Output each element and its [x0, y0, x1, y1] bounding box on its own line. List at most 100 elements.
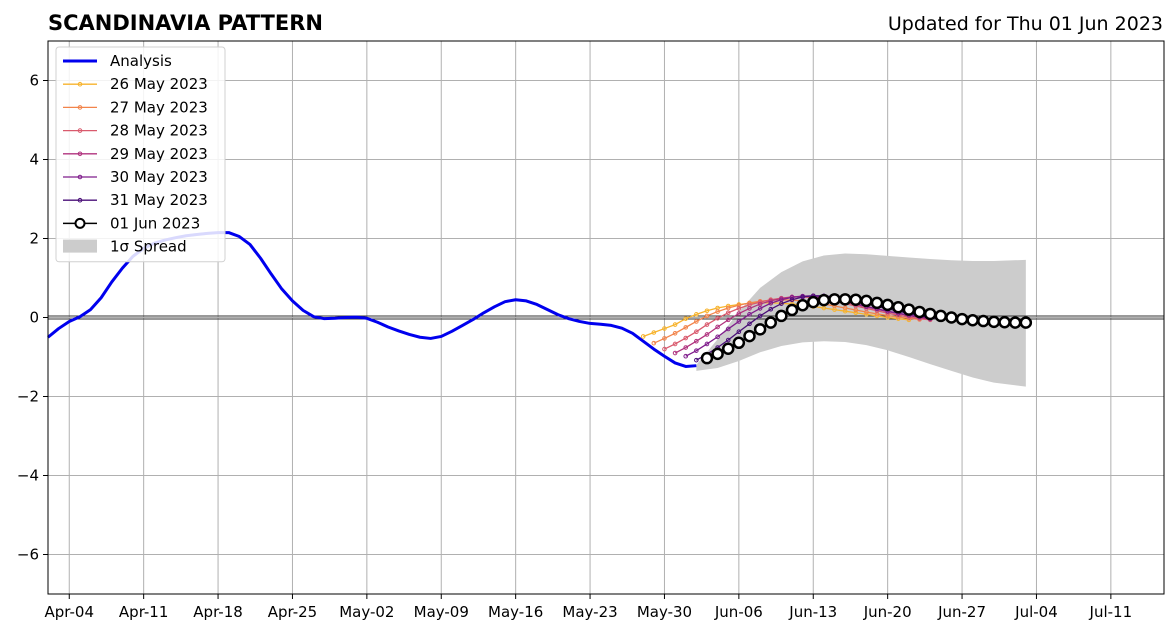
forecast-point	[849, 293, 863, 306]
forecast-point	[828, 293, 841, 306]
legend-label: 28 May 2023	[110, 122, 208, 140]
forecast-point	[743, 329, 756, 343]
forecast-point	[768, 300, 774, 306]
forecast-point	[747, 312, 752, 317]
forecast-point	[715, 324, 720, 330]
forecast-point	[683, 325, 689, 330]
x-axis-ticks: Apr-04 Apr-11 Apr-18 Apr-25 May-02 May-09 May-…	[45, 594, 1133, 621]
legend-entry: 30 May 2023	[63, 168, 208, 186]
forecast-point	[700, 351, 714, 365]
forecast-point	[892, 300, 905, 314]
forecast-point	[1019, 316, 1033, 329]
x-tick-label: Jun-27	[937, 603, 986, 621]
legend-label: 01 Jun 2023	[110, 214, 200, 232]
legend-entry: 27 May 2023	[63, 98, 208, 116]
forecast-point	[796, 299, 809, 312]
forecast-point	[870, 296, 884, 310]
legend-entry: 31 May 2023	[63, 191, 208, 209]
forecast-point	[881, 298, 894, 312]
forecast-point	[725, 326, 731, 332]
forecast-point	[651, 340, 657, 346]
forecast-point	[764, 316, 777, 329]
forecast-point	[789, 297, 795, 303]
forecast-point	[860, 294, 873, 308]
forecast-point	[704, 332, 710, 337]
y-tick-label: 4	[29, 151, 39, 169]
forecast-point	[923, 307, 937, 321]
legend-entry: 29 May 2023	[63, 145, 208, 163]
y-tick-label: 6	[29, 72, 39, 90]
legend-marker	[77, 151, 83, 157]
x-tick-label: Jul-11	[1089, 603, 1133, 621]
forecast-point	[977, 314, 990, 328]
forecast-point	[651, 330, 657, 335]
forecast-series	[640, 293, 1033, 365]
forecast-point	[768, 306, 774, 312]
forecast-point	[694, 329, 699, 335]
forecast-point	[662, 326, 667, 331]
forecast-point	[966, 314, 979, 327]
forecast-point	[807, 295, 820, 309]
forecast-point	[998, 315, 1011, 329]
forecast-point	[725, 305, 731, 311]
forecast-point	[913, 305, 926, 319]
forecast-point	[662, 336, 667, 341]
y-axis-ticks: −6 −4 −2 0 2 4 6	[17, 72, 48, 564]
forecast-point	[753, 323, 767, 336]
forecast-point	[704, 341, 710, 347]
x-tick-label: May-09	[414, 603, 469, 621]
forecast-point	[683, 345, 689, 350]
legend-marker	[77, 128, 83, 133]
x-tick-label: May-23	[562, 603, 617, 621]
y-tick-label: 2	[29, 230, 39, 248]
forecast-point	[757, 313, 763, 319]
spread-band	[696, 253, 1026, 387]
forecast-point	[725, 337, 731, 343]
legend-label: 1σ Spread	[110, 238, 187, 256]
forecast-point	[721, 342, 735, 355]
forecast-point	[672, 331, 678, 336]
forecast-point	[934, 309, 948, 323]
forecast-point	[694, 338, 699, 344]
legend-entry: 28 May 2023	[63, 122, 208, 140]
forecast-point	[704, 322, 710, 327]
forecast-01-jun-2023	[700, 293, 1033, 365]
legend-marker	[77, 81, 83, 87]
forecast-point	[987, 315, 1001, 329]
forecast-point	[732, 336, 746, 350]
forecast-point	[747, 321, 752, 327]
forecast-point	[715, 309, 720, 314]
legend: Analysis 26 May 2023 27 May 2023 28 May 202…	[55, 46, 226, 263]
forecast-point	[817, 293, 831, 307]
x-tick-label: May-16	[488, 603, 543, 621]
legend-label: 26 May 2023	[110, 75, 208, 93]
y-tick-label: −2	[17, 388, 39, 406]
forecast-point	[800, 294, 805, 300]
forecast-point	[736, 306, 742, 311]
forecast-point	[725, 317, 731, 323]
x-tick-label: May-30	[637, 603, 692, 621]
legend-marker	[77, 174, 83, 180]
legend-label: 31 May 2023	[110, 191, 208, 209]
forecast-point	[683, 335, 689, 341]
forecast-point	[842, 305, 848, 311]
x-tick-label: Apr-25	[268, 603, 318, 621]
x-tick-label: Jun-20	[863, 603, 912, 621]
forecast-point	[704, 308, 710, 314]
forecast-point	[736, 311, 742, 316]
forecast-point	[853, 310, 859, 316]
forecast-point	[715, 334, 720, 340]
chart-title: SCANDINAVIA PATTERN	[48, 11, 323, 35]
x-tick-label: Jun-13	[788, 603, 837, 621]
x-tick-label: Jun-06	[714, 603, 763, 621]
legend-label: 27 May 2023	[110, 98, 208, 116]
forecast-point	[736, 329, 742, 335]
y-tick-label: −4	[17, 467, 39, 485]
forecast-point	[683, 353, 689, 359]
forecast-point	[945, 311, 958, 324]
forecast-point	[672, 322, 678, 327]
forecast-point	[736, 319, 742, 324]
forecast-point	[672, 350, 678, 356]
forecast-point	[711, 347, 724, 361]
